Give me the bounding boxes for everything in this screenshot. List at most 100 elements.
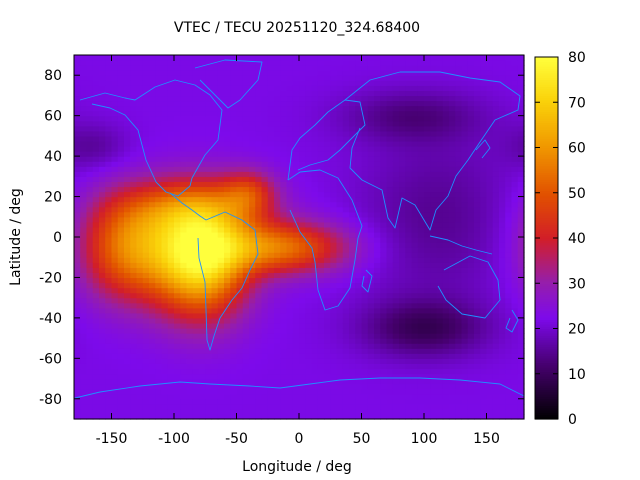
heatmap-cell: [174, 161, 181, 167]
heatmap-cell: [455, 287, 463, 294]
heatmap-cell: [99, 343, 106, 349]
heatmap-cell: [167, 333, 175, 339]
heatmap-cell: [136, 398, 144, 405]
heatmap-cell: [374, 297, 381, 304]
heatmap-cell: [492, 277, 500, 284]
heatmap-cell: [236, 237, 244, 243]
heatmap-cell: [117, 413, 125, 420]
heatmap-cell: [186, 312, 194, 319]
heatmap-cell: [361, 75, 369, 81]
heatmap-cell: [411, 383, 419, 390]
heatmap-cell: [342, 196, 350, 203]
heatmap-cell: [74, 353, 81, 359]
heatmap-cell: [417, 186, 425, 193]
heatmap-cell: [192, 226, 200, 233]
heatmap-cell: [105, 333, 113, 339]
heatmap-cell: [499, 60, 506, 66]
heatmap-cell: [224, 267, 231, 273]
heatmap-cell: [399, 135, 406, 142]
heatmap-cell: [386, 176, 394, 182]
heatmap-cell: [199, 383, 206, 390]
heatmap-cell: [436, 156, 444, 162]
heatmap-cell: [367, 90, 375, 97]
heatmap-cell: [424, 398, 431, 405]
heatmap-cell: [224, 358, 231, 364]
heatmap-cell: [467, 413, 475, 420]
heatmap-cell: [111, 115, 119, 122]
heatmap-cell: [324, 353, 331, 359]
heatmap-cell: [74, 257, 81, 263]
heatmap-cell: [230, 368, 238, 375]
heatmap-cell: [474, 135, 481, 142]
heatmap-cell: [111, 302, 119, 309]
heatmap-cell: [274, 181, 281, 188]
heatmap-cell: [355, 353, 363, 359]
heatmap-cell: [292, 196, 300, 203]
heatmap-cell: [211, 151, 219, 157]
heatmap-cell: [461, 237, 469, 243]
heatmap-cell: [392, 262, 400, 268]
heatmap-cell: [86, 120, 94, 127]
heatmap-cell: [255, 186, 263, 193]
heatmap-cell: [205, 176, 213, 182]
heatmap-cell: [336, 216, 344, 223]
heatmap-cell: [249, 368, 256, 375]
heatmap-cell: [474, 398, 481, 405]
heatmap-cell: [467, 383, 475, 390]
heatmap-cell: [424, 338, 431, 344]
heatmap-cell: [317, 161, 325, 167]
heatmap-cell: [224, 348, 231, 354]
heatmap-cell: [342, 252, 350, 258]
heatmap-cell: [461, 60, 469, 66]
heatmap-cell: [324, 70, 331, 76]
heatmap-cell: [486, 171, 494, 177]
heatmap-cell: [205, 257, 213, 263]
heatmap-cell: [155, 206, 163, 213]
heatmap-cell: [442, 388, 450, 395]
heatmap-cell: [105, 65, 113, 71]
heatmap-cell: [336, 176, 344, 182]
heatmap-cell: [136, 95, 144, 102]
heatmap-cell: [186, 186, 194, 193]
heatmap-cell: [117, 211, 125, 218]
heatmap-cell: [380, 302, 388, 309]
heatmap-cell: [117, 191, 125, 198]
heatmap-cell: [342, 302, 350, 309]
heatmap-cell: [330, 221, 338, 228]
heatmap-cell: [136, 231, 144, 238]
heatmap-cell: [436, 226, 444, 233]
heatmap-cell: [286, 307, 294, 314]
heatmap-cell: [317, 328, 325, 334]
heatmap-cell: [374, 408, 381, 415]
heatmap-cell: [492, 90, 500, 97]
heatmap-cell: [155, 277, 163, 284]
heatmap-cell: [74, 242, 81, 248]
heatmap-cell: [142, 135, 150, 142]
heatmap-cell: [486, 343, 494, 349]
heatmap-cell: [117, 201, 125, 208]
heatmap-cell: [242, 413, 250, 420]
heatmap-cell: [424, 196, 431, 203]
heatmap-cell: [155, 226, 163, 233]
heatmap-cell: [192, 403, 200, 410]
heatmap-cell: [380, 282, 388, 289]
heatmap-cell: [186, 287, 194, 294]
heatmap-cell: [242, 252, 250, 258]
heatmap-cell: [111, 156, 119, 162]
heatmap-cell: [417, 176, 425, 182]
heatmap-cell: [242, 267, 250, 273]
heatmap-cell: [217, 95, 225, 102]
heatmap-cell: [124, 100, 131, 107]
heatmap-cell: [224, 282, 231, 289]
heatmap-cell: [467, 302, 475, 309]
heatmap-cell: [255, 302, 263, 309]
heatmap-cell: [499, 231, 506, 238]
heatmap-cell: [467, 100, 475, 107]
heatmap-cell: [467, 338, 475, 344]
heatmap-cell: [155, 413, 163, 420]
heatmap-cell: [117, 60, 125, 66]
heatmap-cell: [111, 85, 119, 91]
heatmap-cell: [361, 358, 369, 364]
heatmap-cell: [249, 353, 256, 359]
heatmap-cell: [455, 140, 463, 147]
